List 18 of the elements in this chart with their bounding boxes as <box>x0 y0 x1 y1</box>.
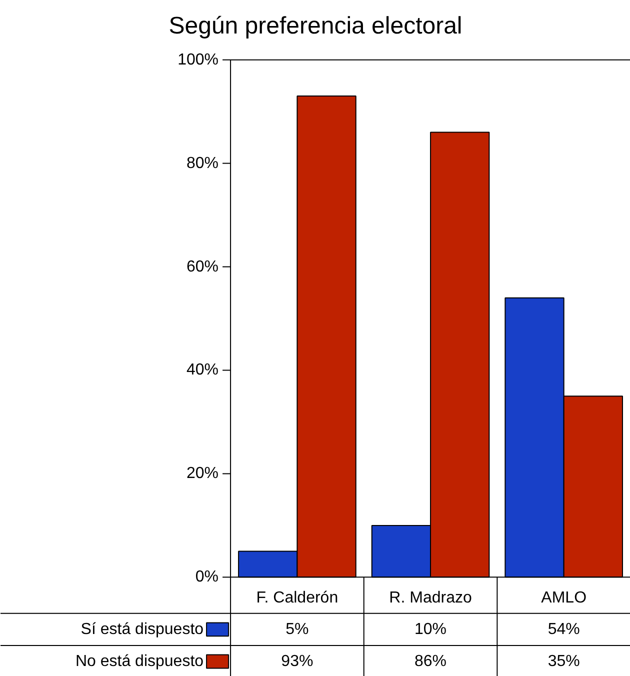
legend-label: Sí está dispuesto <box>80 620 204 638</box>
data-label: 10% <box>414 620 447 638</box>
chart-title: Según preferencia electoral <box>168 12 462 40</box>
data-label: 5% <box>286 620 309 638</box>
y-tick-label: 0% <box>195 568 219 586</box>
y-tick-label: 20% <box>186 465 219 482</box>
y-tick-label: 60% <box>186 258 219 276</box>
y-tick-label: 80% <box>186 154 219 172</box>
x-tick-label: F. Calderón <box>256 589 338 606</box>
y-tick-label: 100% <box>178 51 219 68</box>
data-label: 86% <box>414 652 447 670</box>
x-tick-label: R. Madrazo <box>389 589 472 606</box>
data-label: 54% <box>548 620 580 638</box>
legend-label: No está dispuesto <box>75 652 204 670</box>
x-tick-label: AMLO <box>541 589 587 606</box>
data-label: 35% <box>548 652 580 670</box>
data-label: 93% <box>281 652 314 670</box>
y-tick-label: 40% <box>186 362 219 379</box>
